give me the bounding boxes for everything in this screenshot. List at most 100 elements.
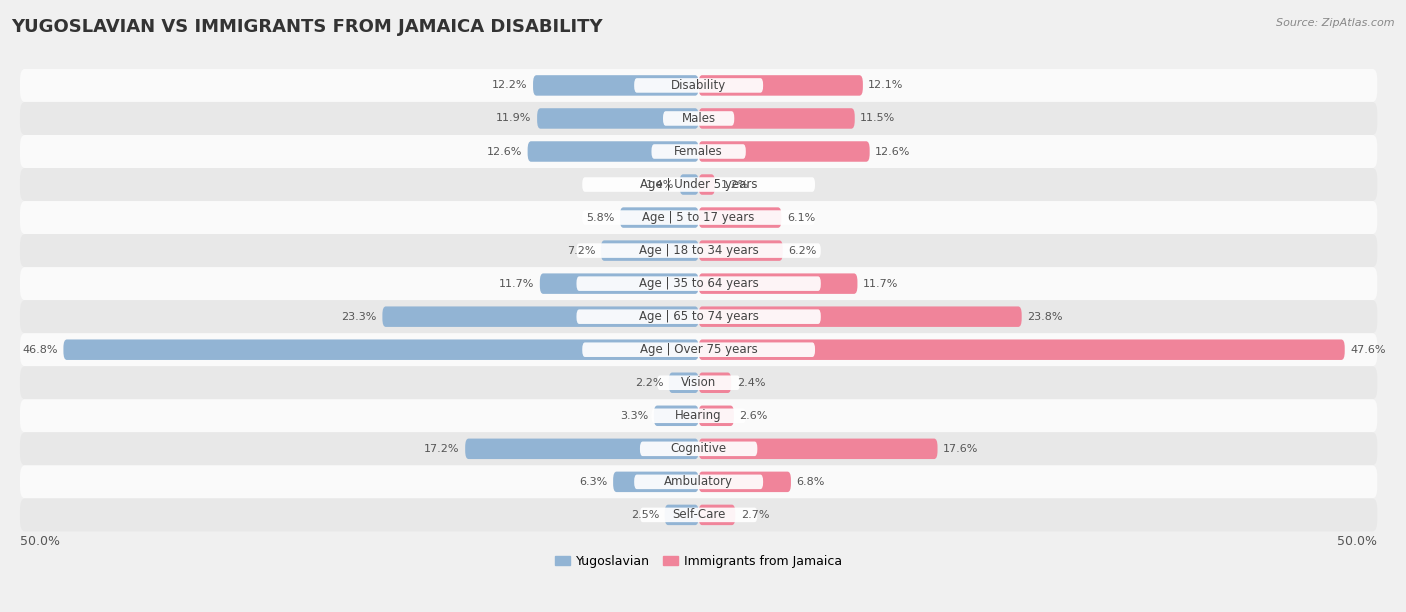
FancyBboxPatch shape: [582, 343, 815, 357]
Text: Disability: Disability: [671, 79, 727, 92]
Text: 47.6%: 47.6%: [1350, 345, 1386, 355]
Text: 11.7%: 11.7%: [499, 278, 534, 289]
FancyBboxPatch shape: [654, 406, 699, 426]
Text: 2.7%: 2.7%: [741, 510, 769, 520]
FancyBboxPatch shape: [20, 234, 1378, 267]
Text: Age | 18 to 34 years: Age | 18 to 34 years: [638, 244, 758, 257]
Text: 1.2%: 1.2%: [720, 179, 749, 190]
FancyBboxPatch shape: [582, 177, 815, 192]
Text: 23.3%: 23.3%: [342, 312, 377, 322]
Text: Age | Under 5 years: Age | Under 5 years: [640, 178, 758, 191]
Text: 12.6%: 12.6%: [875, 146, 911, 157]
FancyBboxPatch shape: [699, 373, 731, 393]
FancyBboxPatch shape: [699, 472, 792, 492]
Legend: Yugoslavian, Immigrants from Jamaica: Yugoslavian, Immigrants from Jamaica: [550, 550, 848, 573]
FancyBboxPatch shape: [20, 366, 1378, 399]
Text: 2.5%: 2.5%: [631, 510, 659, 520]
FancyBboxPatch shape: [679, 174, 699, 195]
Text: Source: ZipAtlas.com: Source: ZipAtlas.com: [1277, 18, 1395, 28]
Text: 2.2%: 2.2%: [636, 378, 664, 388]
FancyBboxPatch shape: [63, 340, 699, 360]
Text: 11.7%: 11.7%: [863, 278, 898, 289]
FancyBboxPatch shape: [664, 111, 734, 125]
FancyBboxPatch shape: [699, 141, 870, 162]
FancyBboxPatch shape: [699, 505, 735, 525]
FancyBboxPatch shape: [640, 507, 758, 522]
Text: 50.0%: 50.0%: [20, 536, 60, 548]
FancyBboxPatch shape: [20, 465, 1378, 498]
Text: Vision: Vision: [681, 376, 716, 389]
Text: Age | 5 to 17 years: Age | 5 to 17 years: [643, 211, 755, 224]
Text: 6.2%: 6.2%: [789, 245, 817, 256]
FancyBboxPatch shape: [651, 409, 745, 423]
Text: 12.2%: 12.2%: [492, 80, 527, 91]
Text: 11.5%: 11.5%: [860, 113, 896, 124]
FancyBboxPatch shape: [527, 141, 699, 162]
Text: Self-Care: Self-Care: [672, 509, 725, 521]
FancyBboxPatch shape: [699, 241, 783, 261]
Text: Ambulatory: Ambulatory: [664, 476, 733, 488]
FancyBboxPatch shape: [669, 373, 699, 393]
Text: 5.8%: 5.8%: [586, 212, 614, 223]
Text: 6.3%: 6.3%: [579, 477, 607, 487]
FancyBboxPatch shape: [699, 340, 1344, 360]
FancyBboxPatch shape: [620, 207, 699, 228]
FancyBboxPatch shape: [699, 406, 734, 426]
Text: 6.1%: 6.1%: [787, 212, 815, 223]
FancyBboxPatch shape: [20, 135, 1378, 168]
Text: 11.9%: 11.9%: [496, 113, 531, 124]
Text: Hearing: Hearing: [675, 409, 721, 422]
FancyBboxPatch shape: [20, 498, 1378, 531]
Text: Age | 65 to 74 years: Age | 65 to 74 years: [638, 310, 759, 323]
FancyBboxPatch shape: [20, 267, 1378, 300]
FancyBboxPatch shape: [657, 376, 740, 390]
FancyBboxPatch shape: [699, 174, 714, 195]
FancyBboxPatch shape: [699, 307, 1022, 327]
Text: 7.2%: 7.2%: [567, 245, 596, 256]
FancyBboxPatch shape: [699, 274, 858, 294]
FancyBboxPatch shape: [465, 439, 699, 459]
FancyBboxPatch shape: [20, 432, 1378, 465]
FancyBboxPatch shape: [600, 241, 699, 261]
FancyBboxPatch shape: [20, 333, 1378, 366]
FancyBboxPatch shape: [665, 505, 699, 525]
FancyBboxPatch shape: [20, 201, 1378, 234]
FancyBboxPatch shape: [699, 75, 863, 95]
Text: 46.8%: 46.8%: [22, 345, 58, 355]
FancyBboxPatch shape: [699, 207, 782, 228]
FancyBboxPatch shape: [699, 439, 938, 459]
Text: 2.4%: 2.4%: [737, 378, 765, 388]
Text: 3.3%: 3.3%: [620, 411, 648, 421]
Text: 1.4%: 1.4%: [645, 179, 675, 190]
FancyBboxPatch shape: [613, 472, 699, 492]
Text: Age | Over 75 years: Age | Over 75 years: [640, 343, 758, 356]
Text: Males: Males: [682, 112, 716, 125]
FancyBboxPatch shape: [576, 277, 821, 291]
FancyBboxPatch shape: [651, 144, 745, 159]
FancyBboxPatch shape: [582, 211, 815, 225]
Text: 12.6%: 12.6%: [486, 146, 522, 157]
Text: 12.1%: 12.1%: [869, 80, 904, 91]
FancyBboxPatch shape: [20, 69, 1378, 102]
Text: 23.8%: 23.8%: [1028, 312, 1063, 322]
Text: 17.2%: 17.2%: [425, 444, 460, 454]
Text: 50.0%: 50.0%: [1337, 536, 1378, 548]
FancyBboxPatch shape: [634, 474, 763, 489]
FancyBboxPatch shape: [20, 300, 1378, 333]
FancyBboxPatch shape: [533, 75, 699, 95]
Text: YUGOSLAVIAN VS IMMIGRANTS FROM JAMAICA DISABILITY: YUGOSLAVIAN VS IMMIGRANTS FROM JAMAICA D…: [11, 18, 603, 36]
FancyBboxPatch shape: [382, 307, 699, 327]
FancyBboxPatch shape: [699, 108, 855, 129]
FancyBboxPatch shape: [576, 244, 821, 258]
Text: Cognitive: Cognitive: [671, 442, 727, 455]
Text: 2.6%: 2.6%: [740, 411, 768, 421]
Text: 17.6%: 17.6%: [943, 444, 979, 454]
FancyBboxPatch shape: [540, 274, 699, 294]
FancyBboxPatch shape: [537, 108, 699, 129]
FancyBboxPatch shape: [634, 78, 763, 92]
FancyBboxPatch shape: [20, 102, 1378, 135]
Text: 6.8%: 6.8%: [796, 477, 825, 487]
Text: Age | 35 to 64 years: Age | 35 to 64 years: [638, 277, 758, 290]
FancyBboxPatch shape: [640, 441, 758, 456]
FancyBboxPatch shape: [576, 310, 821, 324]
